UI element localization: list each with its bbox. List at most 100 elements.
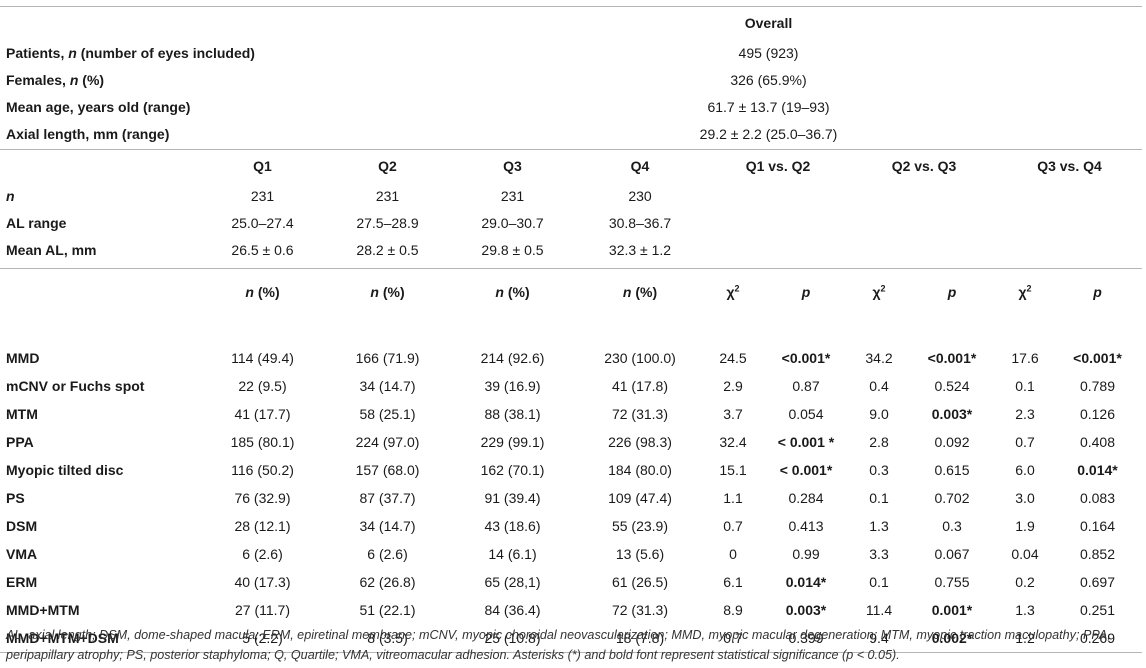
quartile-count-cell: 8 (3.5) (367, 629, 408, 646)
chi-square-cell: 0.7 (723, 517, 743, 534)
p-value-cell: 0.164 (1079, 517, 1116, 534)
chi-square-header: χ2 (872, 283, 886, 300)
quartile-n-value: 231 (500, 188, 525, 204)
quartile-count-cell: 72 (31.3) (611, 601, 669, 618)
p-value-cell: 0.284 (788, 489, 824, 506)
quartile-n-value: 230 (628, 188, 652, 204)
quartile-count-cell: 109 (47.4) (608, 489, 672, 506)
outcome-label: MMD+MTM (6, 601, 80, 618)
quartile-count-cell: 18 (7.8) (615, 629, 665, 646)
quartile-al-range-row: AL range 25.0–27.4 27.5–28.9 29.0–30.7 3… (0, 210, 1142, 237)
mean-al-value: 28.2 ± 0.5 (356, 242, 419, 258)
chi-square-cell: 24.5 (719, 349, 747, 366)
quartile-count-cell: 58 (25.1) (359, 405, 416, 422)
outcome-row: ERM 40 (17.3) 62 (26.8) 65 (28,1) 61 (26.5) 6… (0, 568, 1142, 596)
quartile-count-cell: 166 (71.9) (355, 349, 420, 366)
chi-square-cell: 1.1 (723, 489, 743, 506)
quartile-count-cell: 43 (18.6) (484, 517, 541, 534)
p-value-cell: 0.269 (1079, 629, 1116, 646)
overall-row-value: 61.7 ± 13.7 (19–93) (707, 99, 830, 115)
outcome-row: MMD 114 (49.4) 166 (71.9) 214 (92.6) 230 (10… (0, 344, 1142, 372)
quartile-count-cell: 28 (12.1) (234, 517, 291, 534)
outcome-row: PPA 185 (80.1) 224 (97.0) 229 (99.1) 226 (98… (0, 428, 1142, 456)
n-percent-header: n (%) (370, 283, 405, 300)
quartile-count-cell: 34 (14.7) (359, 517, 416, 534)
quartile-count-cell: 226 (98.3) (608, 433, 672, 450)
p-value-cell: 0.99 (792, 545, 820, 562)
outcome-row: MMD+MTM 27 (11.7) 51 (22.1) 84 (36.4) 72 (31… (0, 596, 1142, 624)
overall-row-value: 495 (923) (738, 45, 799, 61)
outcomes-header-row: n (%) n (%) n (%) n (%) χ2 p χ2 p χ2 p (0, 269, 1142, 315)
quartile-header-row: Q1 Q2 Q3 Q4 Q1 vs. Q2 Q2 vs. Q3 Q3 vs. Q… (0, 150, 1142, 183)
chi-square-cell: 2.3 (1015, 405, 1035, 422)
chi-square-cell: 6.1 (723, 573, 743, 590)
p-value-cell: 0.126 (1079, 405, 1116, 422)
chi-square-cell: 1.3 (1015, 601, 1035, 618)
chi-square-cell: 8.9 (723, 601, 743, 618)
outcome-label: PS (6, 489, 25, 506)
chi-square-cell: 0.2 (1015, 573, 1035, 590)
chi-square-cell: 1.9 (1015, 517, 1035, 534)
quartile-header: Q4 (630, 158, 650, 175)
quartile-n-value: 231 (375, 188, 400, 204)
quartile-count-cell: 5 (2.2) (242, 629, 283, 646)
overall-table: Overall Patients, n (number of eyes incl… (0, 6, 1142, 148)
quartile-n-row: n 231 231 231 230 (0, 183, 1142, 210)
p-value-cell: < 0.001* (779, 461, 833, 478)
quartile-count-cell: 14 (6.1) (488, 545, 537, 562)
header-gap (0, 315, 1142, 344)
quartile-count-cell: 91 (39.4) (484, 489, 541, 506)
overall-row: Mean age, years old (range) 61.7 ± 13.7 … (0, 94, 1142, 121)
p-value-cell: 0.001* (931, 601, 973, 618)
quartile-n-label: n (6, 188, 15, 204)
chi-square-cell: 34.2 (865, 349, 893, 366)
p-value-cell: 0.002* (931, 629, 973, 646)
chi-square-cell: 3.0 (1015, 489, 1035, 506)
quartile-count-cell: 22 (9.5) (238, 377, 287, 394)
outcome-label: Myopic tilted disc (6, 461, 124, 478)
quartile-count-cell: 25 (10.8) (484, 629, 541, 646)
al-range-value: 29.0–30.7 (481, 215, 544, 231)
p-value-cell: 0.702 (934, 489, 970, 506)
outcomes-body: MMD 114 (49.4) 166 (71.9) 214 (92.6) 230 (10… (0, 344, 1142, 653)
n-percent-header: n (%) (245, 283, 280, 300)
p-value-cell: 0.054 (788, 405, 824, 422)
quartile-count-cell: 55 (23.9) (611, 517, 669, 534)
quartile-mean-al-row: Mean AL, mm 26.5 ± 0.6 28.2 ± 0.5 29.8 ±… (0, 237, 1142, 264)
table-footnote: AL, axial length; DSM, dome-shaped macul… (6, 628, 1111, 662)
overall-row-value: 326 (65.9%) (730, 72, 807, 88)
quartile-count-cell: 13 (5.6) (615, 545, 665, 562)
p-value-cell: 0.524 (934, 377, 970, 394)
outcome-label: ERM (6, 573, 38, 590)
quartile-count-cell: 88 (38.1) (484, 405, 541, 422)
outcome-label: mCNV or Fuchs spot (6, 377, 145, 394)
chi-square-cell: 32.4 (719, 433, 747, 450)
outcome-row: PS 76 (32.9) 87 (37.7) 91 (39.4) 109 (47.4) 1… (0, 484, 1142, 512)
overall-row-label: Axial length, mm (range) (6, 126, 170, 142)
quartile-count-cell: 6 (2.6) (242, 545, 283, 562)
al-range-value: 30.8–36.7 (608, 215, 672, 231)
quartile-count-cell: 214 (92.6) (480, 349, 545, 366)
quartile-count-cell: 157 (68.0) (355, 461, 420, 478)
chi-square-cell: 1.2 (1015, 629, 1035, 646)
chi-square-cell: 9.4 (869, 629, 889, 646)
quartile-count-cell: 40 (17.3) (234, 573, 291, 590)
chi-square-cell: 0.04 (1011, 545, 1039, 562)
overall-row: Females, n (%) 326 (65.9%) (0, 67, 1142, 94)
quartile-count-cell: 39 (16.9) (484, 377, 541, 394)
outcome-row: Myopic tilted disc 116 (50.2) 157 (68.0) 16… (0, 456, 1142, 484)
p-value-cell: 0.399 (788, 629, 824, 646)
quartile-count-cell: 72 (31.3) (611, 405, 669, 422)
p-value-cell: <0.001* (1073, 349, 1122, 366)
outcome-label: VMA (6, 545, 38, 562)
p-value-cell: < 0.001 * (777, 433, 835, 450)
overall-row: Patients, n (number of eyes included) 49… (0, 40, 1142, 67)
outcome-row: mCNV or Fuchs spot 22 (9.5) 34 (14.7) 39 (1… (0, 372, 1142, 400)
chi-square-cell: 3.3 (869, 545, 889, 562)
p-value-cell: 0.789 (1079, 377, 1116, 394)
quartile-count-cell: 114 (49.4) (231, 349, 294, 366)
mean-al-value: 29.8 ± 0.5 (481, 242, 544, 258)
p-value-cell: 0.014* (785, 573, 827, 590)
quartile-count-cell: 185 (80.1) (230, 433, 295, 450)
chi-square-cell: 0.7 (1015, 433, 1035, 450)
